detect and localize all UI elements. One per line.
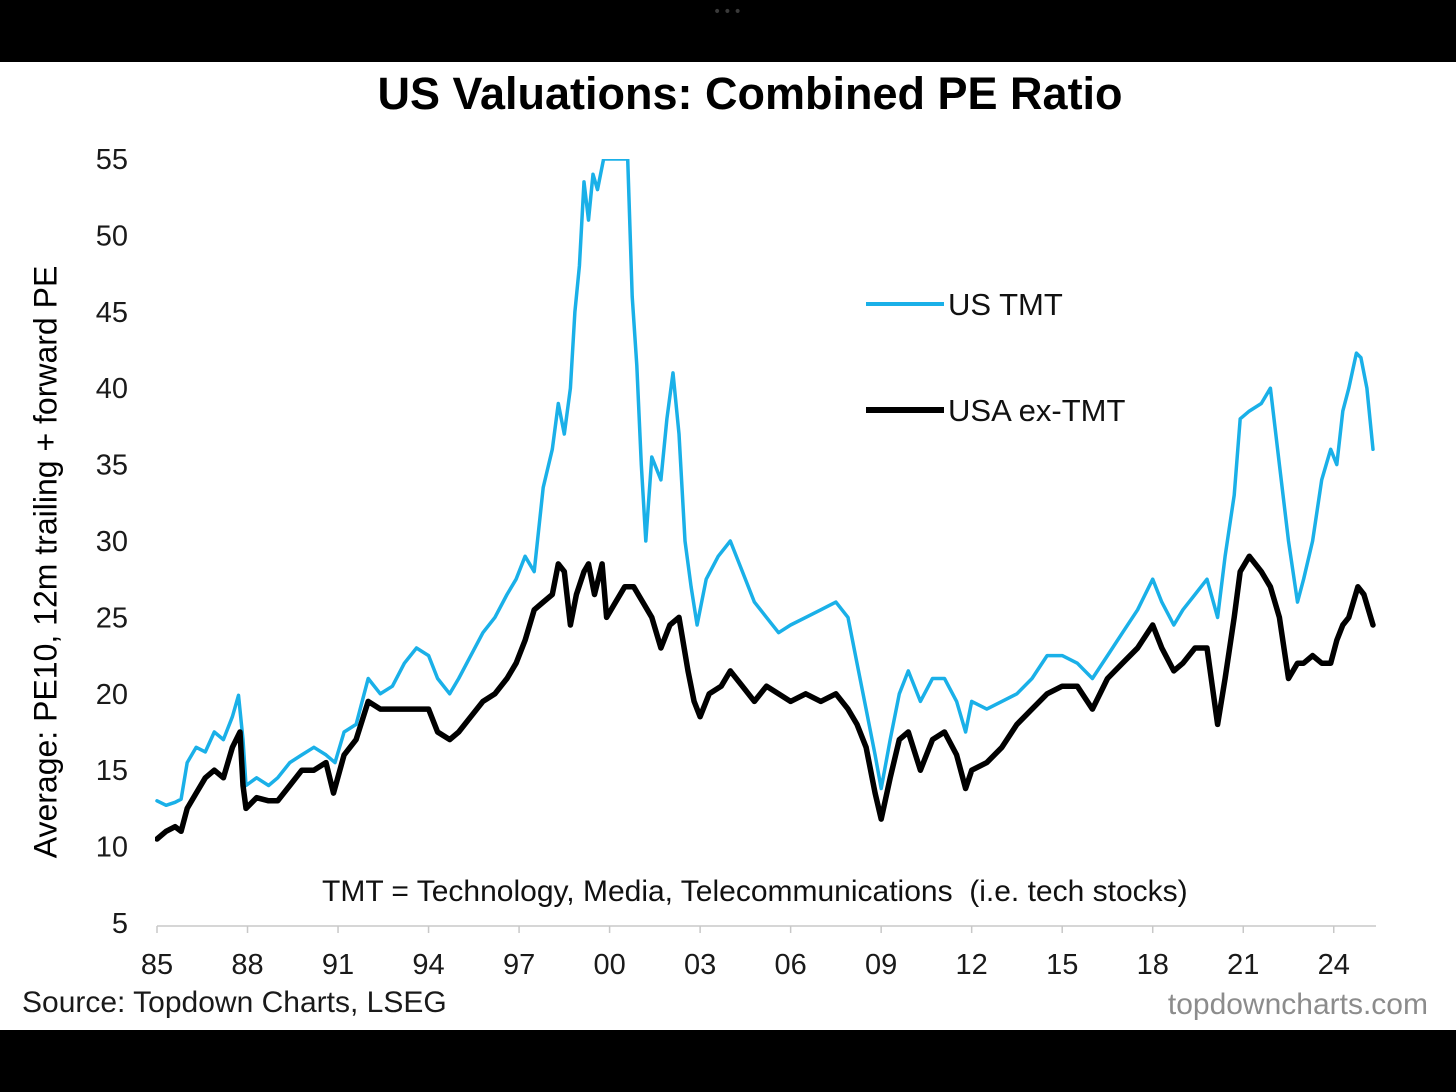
y-tick-label: 20	[96, 679, 128, 711]
top-black-bar: •••	[0, 0, 1456, 62]
series-line-us-tmt	[155, 159, 1375, 808]
chart-title: US Valuations: Combined PE Ratio	[377, 68, 1123, 119]
x-tick-label: 12	[956, 949, 988, 981]
watermark: topdowncharts.com	[1167, 988, 1428, 1021]
x-tick-label: 00	[593, 949, 625, 981]
x-tick-label: 18	[1137, 949, 1169, 981]
x-tick-label: 06	[775, 949, 807, 981]
y-tick-label: 35	[96, 450, 128, 482]
x-tick-label: 21	[1227, 949, 1259, 981]
x-tick-label: 97	[503, 949, 535, 981]
x-tick-label: 03	[684, 949, 716, 981]
source-note: Source: Topdown Charts, LSEG	[22, 986, 447, 1019]
y-tick-label: 10	[96, 832, 128, 864]
chart-annotation: TMT = Technology, Media, Telecommunicati…	[322, 875, 1188, 908]
x-tick-label: 24	[1318, 949, 1350, 981]
x-tick-label: 85	[141, 949, 173, 981]
x-tick-label: 91	[322, 949, 354, 981]
y-tick-label: 30	[96, 526, 128, 558]
x-tick-label: 09	[865, 949, 897, 981]
legend-label-usa-ex-tmt: USA ex-TMT	[948, 393, 1125, 428]
x-tick-label: 88	[231, 949, 263, 981]
y-tick-label: 50	[96, 220, 128, 252]
x-tick-label: 94	[412, 949, 444, 981]
y-tick-label: 5	[112, 908, 128, 940]
bottom-black-bar	[0, 1030, 1456, 1092]
x-tick-label: 15	[1046, 949, 1078, 981]
series-line-usa-ex-tmt	[155, 553, 1376, 842]
y-tick-label: 40	[96, 373, 128, 405]
y-tick-label: 45	[96, 297, 128, 329]
window-dots-indicator: •••	[713, 4, 744, 20]
legend-label-us-tmt: US TMT	[948, 287, 1063, 322]
y-tick-label: 25	[96, 602, 128, 634]
y-tick-label: 15	[96, 755, 128, 787]
y-tick-label: 55	[96, 144, 128, 176]
